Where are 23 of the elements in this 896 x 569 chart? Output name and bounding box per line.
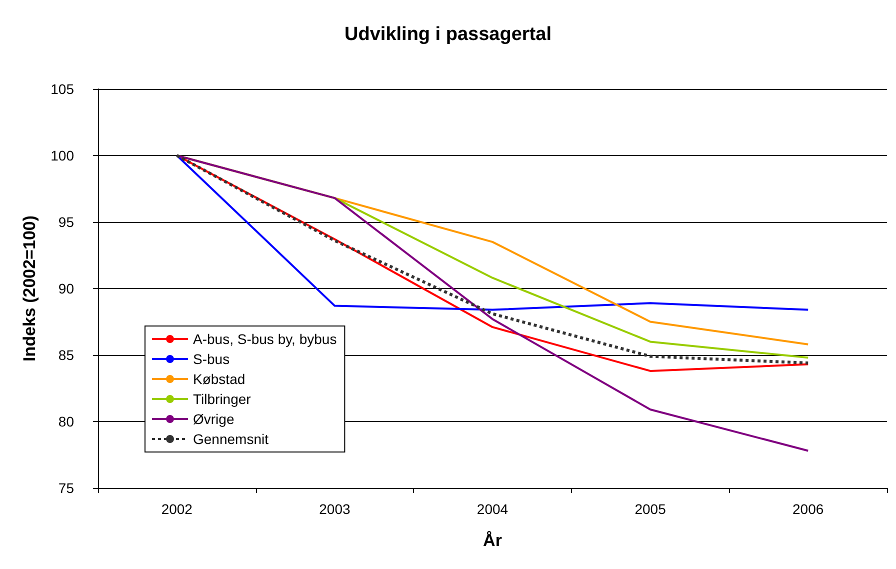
legend-label: S-bus [193, 351, 230, 367]
y-tick-label: 105 [50, 81, 74, 97]
y-tick-label: 95 [58, 214, 74, 230]
y-tick-label: 80 [58, 414, 74, 430]
x-tick-label: 2006 [792, 501, 824, 517]
y-tick-label: 100 [50, 148, 74, 164]
x-axis-title: År [483, 531, 502, 550]
chart-title: Udvikling i passagertal [344, 24, 552, 45]
x-tick-label: 2005 [634, 501, 666, 517]
x-tick-label: 2003 [319, 501, 350, 517]
legend-label: Købstad [193, 371, 246, 387]
legend-label: Tilbringer [193, 391, 252, 407]
y-tick-label: 90 [58, 280, 74, 296]
y-axis-title: Indeks (2002=100) [20, 215, 39, 362]
legend-label: A-bus, S-bus by, bybus [193, 331, 337, 347]
y-tick-label: 85 [58, 347, 74, 363]
legend-label: Gennemsnit [193, 431, 269, 447]
x-tick-label: 2004 [476, 501, 508, 517]
x-tick-label: 2002 [161, 501, 193, 517]
legend-label: Øvrige [193, 411, 234, 427]
line-series [176, 154, 810, 452]
line-series [176, 154, 810, 311]
y-tick-label: 75 [58, 480, 74, 496]
